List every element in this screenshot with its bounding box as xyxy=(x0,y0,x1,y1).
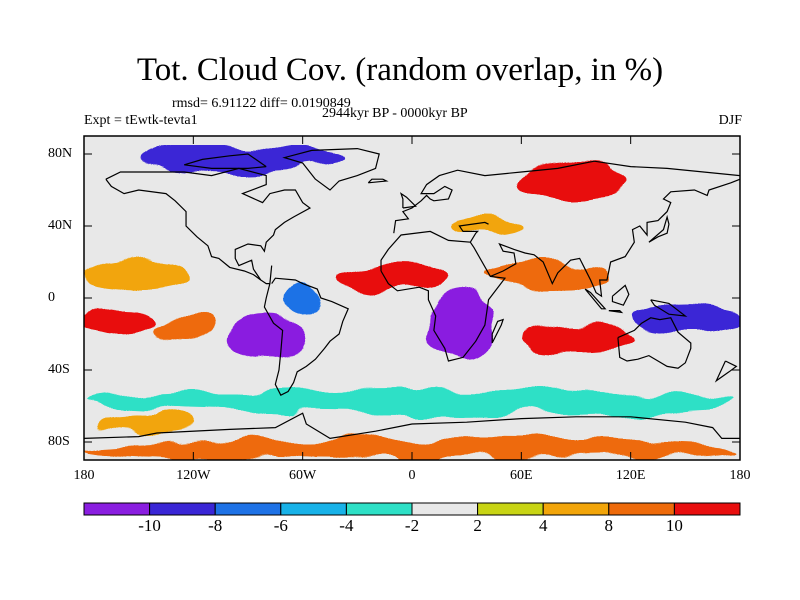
colorbar-swatch xyxy=(673,502,741,516)
coastline-3 xyxy=(393,160,740,234)
coastline-16 xyxy=(648,214,670,243)
colorbar-swatch xyxy=(542,502,610,516)
anomaly-region-1 xyxy=(156,316,212,343)
colorbar-swatch xyxy=(149,502,216,516)
coastlines xyxy=(84,147,740,440)
anomaly-region-6 xyxy=(339,262,449,289)
coastline-10 xyxy=(611,284,630,306)
colorbar-label: -10 xyxy=(138,516,161,535)
lat-tick-label: 80S xyxy=(48,434,70,449)
anomaly-region-0 xyxy=(84,307,157,334)
anomaly-region-4 xyxy=(284,280,321,316)
colorbar-label: -8 xyxy=(208,516,223,535)
lat-tick-label: 80N xyxy=(48,146,73,161)
coastline-13 xyxy=(184,153,267,169)
colorbar-swatch xyxy=(280,502,347,516)
lat-tick-label: 40S xyxy=(48,362,70,377)
anomaly-region-10 xyxy=(84,388,740,415)
coastline-2 xyxy=(105,178,262,281)
coastline-9 xyxy=(608,310,624,314)
stats-text: rmsd= 6.91122 diff= 0.0190849 xyxy=(172,96,351,111)
coastline-19 xyxy=(84,412,740,440)
coastline-6 xyxy=(490,178,740,298)
coastline-4 xyxy=(380,230,507,362)
lon-tick-label: 120E xyxy=(615,468,646,483)
colorbar-label: 4 xyxy=(538,516,548,535)
lat-tick-label: 0 xyxy=(48,290,55,305)
colorbar-label: 10 xyxy=(665,516,683,535)
coastline-17 xyxy=(491,318,505,344)
anomaly-region-8 xyxy=(521,325,631,352)
coastline-12 xyxy=(282,147,380,191)
anomaly-region-2 xyxy=(84,262,194,289)
colorbar-label: -6 xyxy=(273,516,288,535)
coastline-11 xyxy=(650,299,688,317)
axis-ticks xyxy=(83,136,741,460)
anomaly-region-3 xyxy=(229,316,303,361)
coastline-7 xyxy=(617,317,692,369)
colorbar-label: 8 xyxy=(604,516,614,535)
lon-tick-label: 120W xyxy=(176,468,211,483)
coastline-0 xyxy=(105,167,312,285)
chart-title: Tot. Cloud Cov. (random overlap, in %) xyxy=(136,52,664,88)
colorbar-swatch xyxy=(477,502,544,516)
lon-tick-label: 60W xyxy=(289,468,317,483)
season-label: DJF xyxy=(718,113,742,128)
lon-tick-label: 60E xyxy=(510,468,533,483)
anomaly-region-9 xyxy=(630,307,740,334)
colorbar-label: -2 xyxy=(404,516,420,535)
colorbar-swatch xyxy=(214,502,282,516)
colorbar-label: 2 xyxy=(473,516,482,535)
coastline-14 xyxy=(367,178,389,184)
colorbar xyxy=(83,502,741,516)
lon-tick-label: 180 xyxy=(73,468,95,483)
coastline-18 xyxy=(714,360,738,383)
coastline-15 xyxy=(399,192,417,209)
colorbar-swatch xyxy=(608,502,675,516)
anomaly-region-14 xyxy=(448,217,522,235)
coastline-1 xyxy=(263,277,350,397)
anomaly-region-5 xyxy=(430,289,494,361)
colorbar-swatch xyxy=(83,502,151,516)
lon-tick-label: 0 xyxy=(408,468,416,483)
experiment-label: Expt = tEwtk-tevta1 xyxy=(84,113,198,128)
anomaly-region-13 xyxy=(521,163,631,199)
coastline-5 xyxy=(458,221,489,243)
colorbar-swatch xyxy=(411,502,479,516)
coastline-8 xyxy=(584,288,607,310)
anomaly-region-11 xyxy=(102,415,194,433)
colorbar-label: -4 xyxy=(339,516,354,535)
lon-tick-label: 180 xyxy=(729,468,751,483)
lat-tick-label: 40N xyxy=(48,218,73,233)
colorbar-swatch xyxy=(345,502,413,516)
period-label: 2944kyr BP - 0000kyr BP xyxy=(322,106,468,121)
anomaly-region-15 xyxy=(84,438,740,460)
